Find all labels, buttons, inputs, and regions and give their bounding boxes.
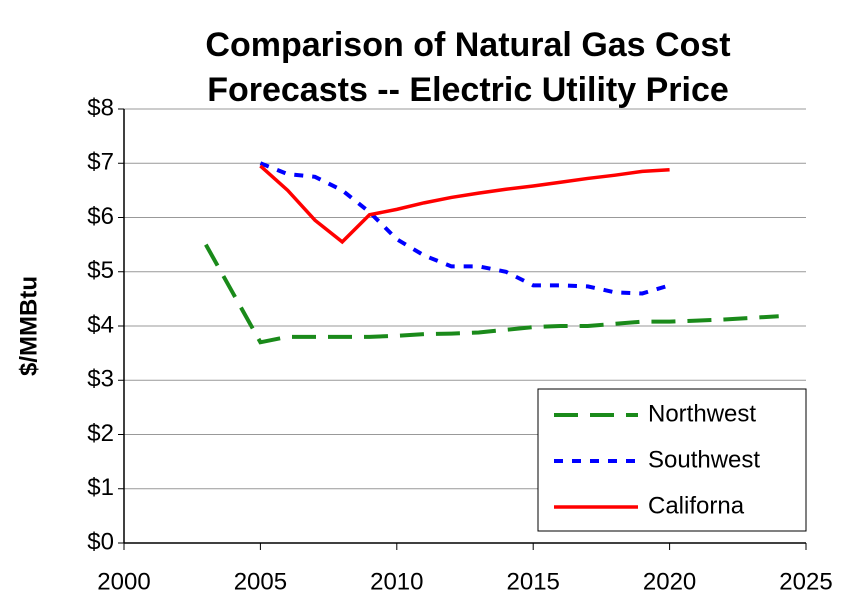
- y-tick-label: $1: [87, 474, 114, 501]
- x-tick-label: 2010: [370, 568, 423, 595]
- legend-label: Northwest: [648, 400, 756, 427]
- y-tick-label: $8: [87, 94, 114, 121]
- x-tick-label: 2025: [779, 568, 832, 595]
- y-tick-label: $6: [87, 203, 114, 230]
- y-tick-label: $0: [87, 528, 114, 555]
- y-tick-label: $2: [87, 420, 114, 447]
- legend-label: Southwest: [648, 446, 760, 473]
- line-series: [204, 243, 779, 345]
- y-axis-label: $/MMBtu: [15, 276, 42, 376]
- y-tick-label: $3: [87, 366, 114, 393]
- x-tick-label: 2005: [234, 568, 287, 595]
- chart-title: Forecasts -- Electric Utility Price: [207, 71, 729, 109]
- y-tick-label: $7: [87, 149, 114, 176]
- line-series: [259, 161, 671, 296]
- x-tick-label: 2020: [643, 568, 696, 595]
- x-tick-label: 2015: [507, 568, 560, 595]
- chart-title: Comparison of Natural Gas Cost: [205, 26, 730, 64]
- x-tick-label: 2000: [97, 568, 150, 595]
- y-tick-label: $4: [87, 311, 114, 338]
- line-series: [259, 164, 670, 245]
- legend-label: Californa: [648, 492, 745, 519]
- y-tick-label: $5: [87, 257, 114, 284]
